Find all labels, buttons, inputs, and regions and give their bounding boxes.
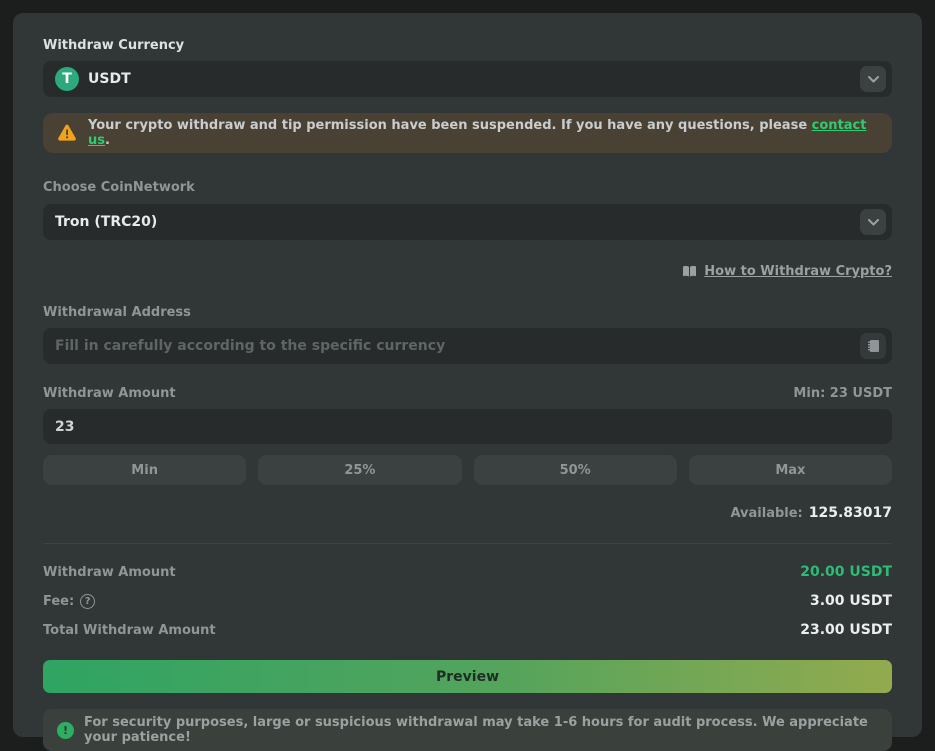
summary-fee-value: 3.00 USDT	[809, 593, 892, 609]
summary-amount-row: Withdraw Amount 20.00 USDT	[43, 564, 892, 580]
currency-select[interactable]: T USDT	[43, 61, 892, 97]
fee-help-icon[interactable]: ?	[80, 593, 96, 609]
network-chevron-button[interactable]	[860, 209, 886, 235]
how-to-withdraw-link[interactable]: How to Withdraw Crypto?	[682, 264, 892, 279]
paste-icon	[867, 340, 879, 352]
warning-icon	[58, 124, 76, 141]
withdraw-amount-label: Withdraw Amount	[43, 386, 176, 401]
available-label: Available:	[730, 506, 803, 521]
network-select[interactable]: Tron (TRC20)	[43, 204, 892, 240]
half-button[interactable]: 50%	[473, 455, 677, 485]
security-note-text: For security purposes, large or suspicio…	[84, 715, 868, 745]
max-button[interactable]: Max	[688, 455, 892, 485]
warning-text: Your crypto withdraw and tip permission …	[88, 118, 878, 148]
summary-amount-label: Withdraw Amount	[43, 564, 176, 580]
min-amount-text: Min: 23 USDT	[793, 386, 892, 401]
how-to-withdraw-link-text: How to Withdraw Crypto?	[704, 264, 892, 279]
paste-button[interactable]	[860, 333, 886, 359]
contact-us-link[interactable]: contact us	[88, 118, 867, 148]
quarter-button[interactable]: 25%	[258, 455, 462, 485]
summary-total-value: 23.00 USDT	[800, 622, 892, 638]
summary-fee-row: Fee: ? 3.00 USDT	[43, 593, 892, 609]
withdraw-currency-label: Withdraw Currency	[43, 38, 185, 53]
min-button[interactable]: Min	[43, 455, 247, 485]
book-icon	[683, 265, 697, 277]
quick-amount-row: Min 25% 50% Max	[43, 455, 892, 485]
network-select-value: Tron (TRC20)	[55, 214, 158, 230]
info-icon: !	[57, 721, 74, 739]
chevron-down-icon	[867, 75, 879, 82]
currency-select-value: USDT	[88, 71, 131, 87]
chevron-down-icon	[867, 218, 879, 225]
available-row: Available: 125.83017	[43, 505, 892, 521]
summary-amount-value: 20.00 USDT	[800, 564, 892, 580]
withdrawal-address-input[interactable]	[43, 328, 892, 364]
help-row: How to Withdraw Crypto?	[43, 264, 892, 279]
warning-text-suffix: .	[105, 133, 110, 148]
amount-label-row: Withdraw Amount Min: 23 USDT	[43, 386, 892, 401]
summary-total-label: Total Withdraw Amount	[43, 622, 216, 638]
fee-label-text: Fee:	[43, 593, 75, 609]
withdraw-amount-input[interactable]	[43, 409, 892, 444]
warning-text-main: Your crypto withdraw and tip permission …	[88, 118, 808, 133]
suspension-warning-banner: Your crypto withdraw and tip permission …	[43, 113, 892, 153]
security-note: ! For security purposes, large or suspic…	[43, 709, 892, 751]
preview-button[interactable]: Preview	[43, 660, 892, 693]
available-value: 125.83017	[808, 505, 892, 521]
coin-network-label: Choose CoinNetwork	[43, 180, 195, 195]
divider	[43, 543, 892, 544]
summary-fee-label: Fee: ?	[43, 593, 96, 609]
withdrawal-address-wrap	[43, 328, 892, 364]
withdrawal-address-label: Withdrawal Address	[43, 305, 191, 320]
summary-total-row: Total Withdraw Amount 23.00 USDT	[43, 622, 892, 638]
currency-chevron-button[interactable]	[860, 66, 886, 92]
withdraw-panel: Withdraw Currency T USDT Your crypto wit…	[13, 13, 922, 751]
tether-icon: T	[55, 67, 79, 91]
